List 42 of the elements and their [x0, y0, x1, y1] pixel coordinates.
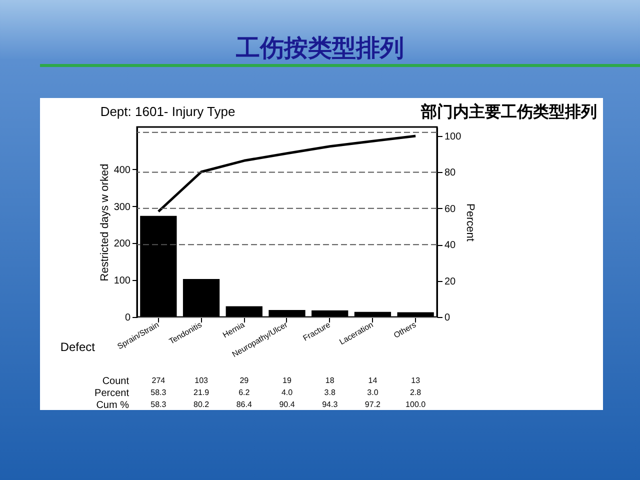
y2-tick-label: 100 [444, 132, 462, 143]
y-axis-title: Restricted days w orked [98, 164, 111, 282]
data-label: 100.0 [406, 400, 426, 409]
data-label: 80.2 [193, 400, 210, 409]
text: Count [102, 376, 130, 387]
y2-tick-label: 40 [444, 240, 456, 252]
data-label: 29 [240, 376, 250, 385]
data-label: 97.2 [364, 400, 382, 409]
y-tick-label: 200 [114, 238, 131, 250]
y2-tick-label: 80 [444, 168, 456, 179]
data-label: 58.3 [150, 400, 167, 409]
data-label: 14 [368, 376, 378, 385]
text: 58.3 [150, 388, 167, 397]
chart-subtitle: Dept: 1601- Injury Type [100, 104, 236, 119]
y2-tick-label: 60 [444, 204, 456, 215]
y-tick-label: 400 [114, 164, 131, 176]
data-label: 19 [282, 376, 292, 385]
data-label: 18 [325, 376, 335, 385]
y-tick-label: 100 [114, 276, 131, 287]
data-label: 90.4 [279, 400, 296, 409]
y2-tick-label: 0 [444, 312, 450, 324]
text: Percent [94, 388, 130, 399]
y2-tick-label: 20 [444, 276, 456, 288]
text: 3.0 [367, 388, 379, 397]
chart-title: 工伤按类型排列 [235, 33, 405, 64]
y-tick-label: 0 [124, 312, 131, 324]
line-series [157, 134, 417, 213]
text: 2.8 [410, 388, 422, 397]
y2-axis-title: Percent [464, 204, 476, 242]
data-label: 94.3 [322, 400, 338, 409]
text: 4.0 [281, 388, 294, 397]
x-axis-title: Defect [60, 340, 96, 354]
text: 3.8 [324, 388, 336, 397]
text: Cum % [96, 400, 130, 411]
data-label: 274 [152, 376, 166, 385]
text: 6.2 [238, 388, 250, 397]
data-label: 103 [194, 376, 209, 385]
text: 部门内主要工伤类型排列 [421, 102, 597, 123]
y-tick-label: 300 [114, 202, 131, 213]
data-label: 86.4 [236, 400, 252, 409]
data-label: 13 [411, 376, 421, 385]
text: 21.9 [193, 388, 210, 397]
